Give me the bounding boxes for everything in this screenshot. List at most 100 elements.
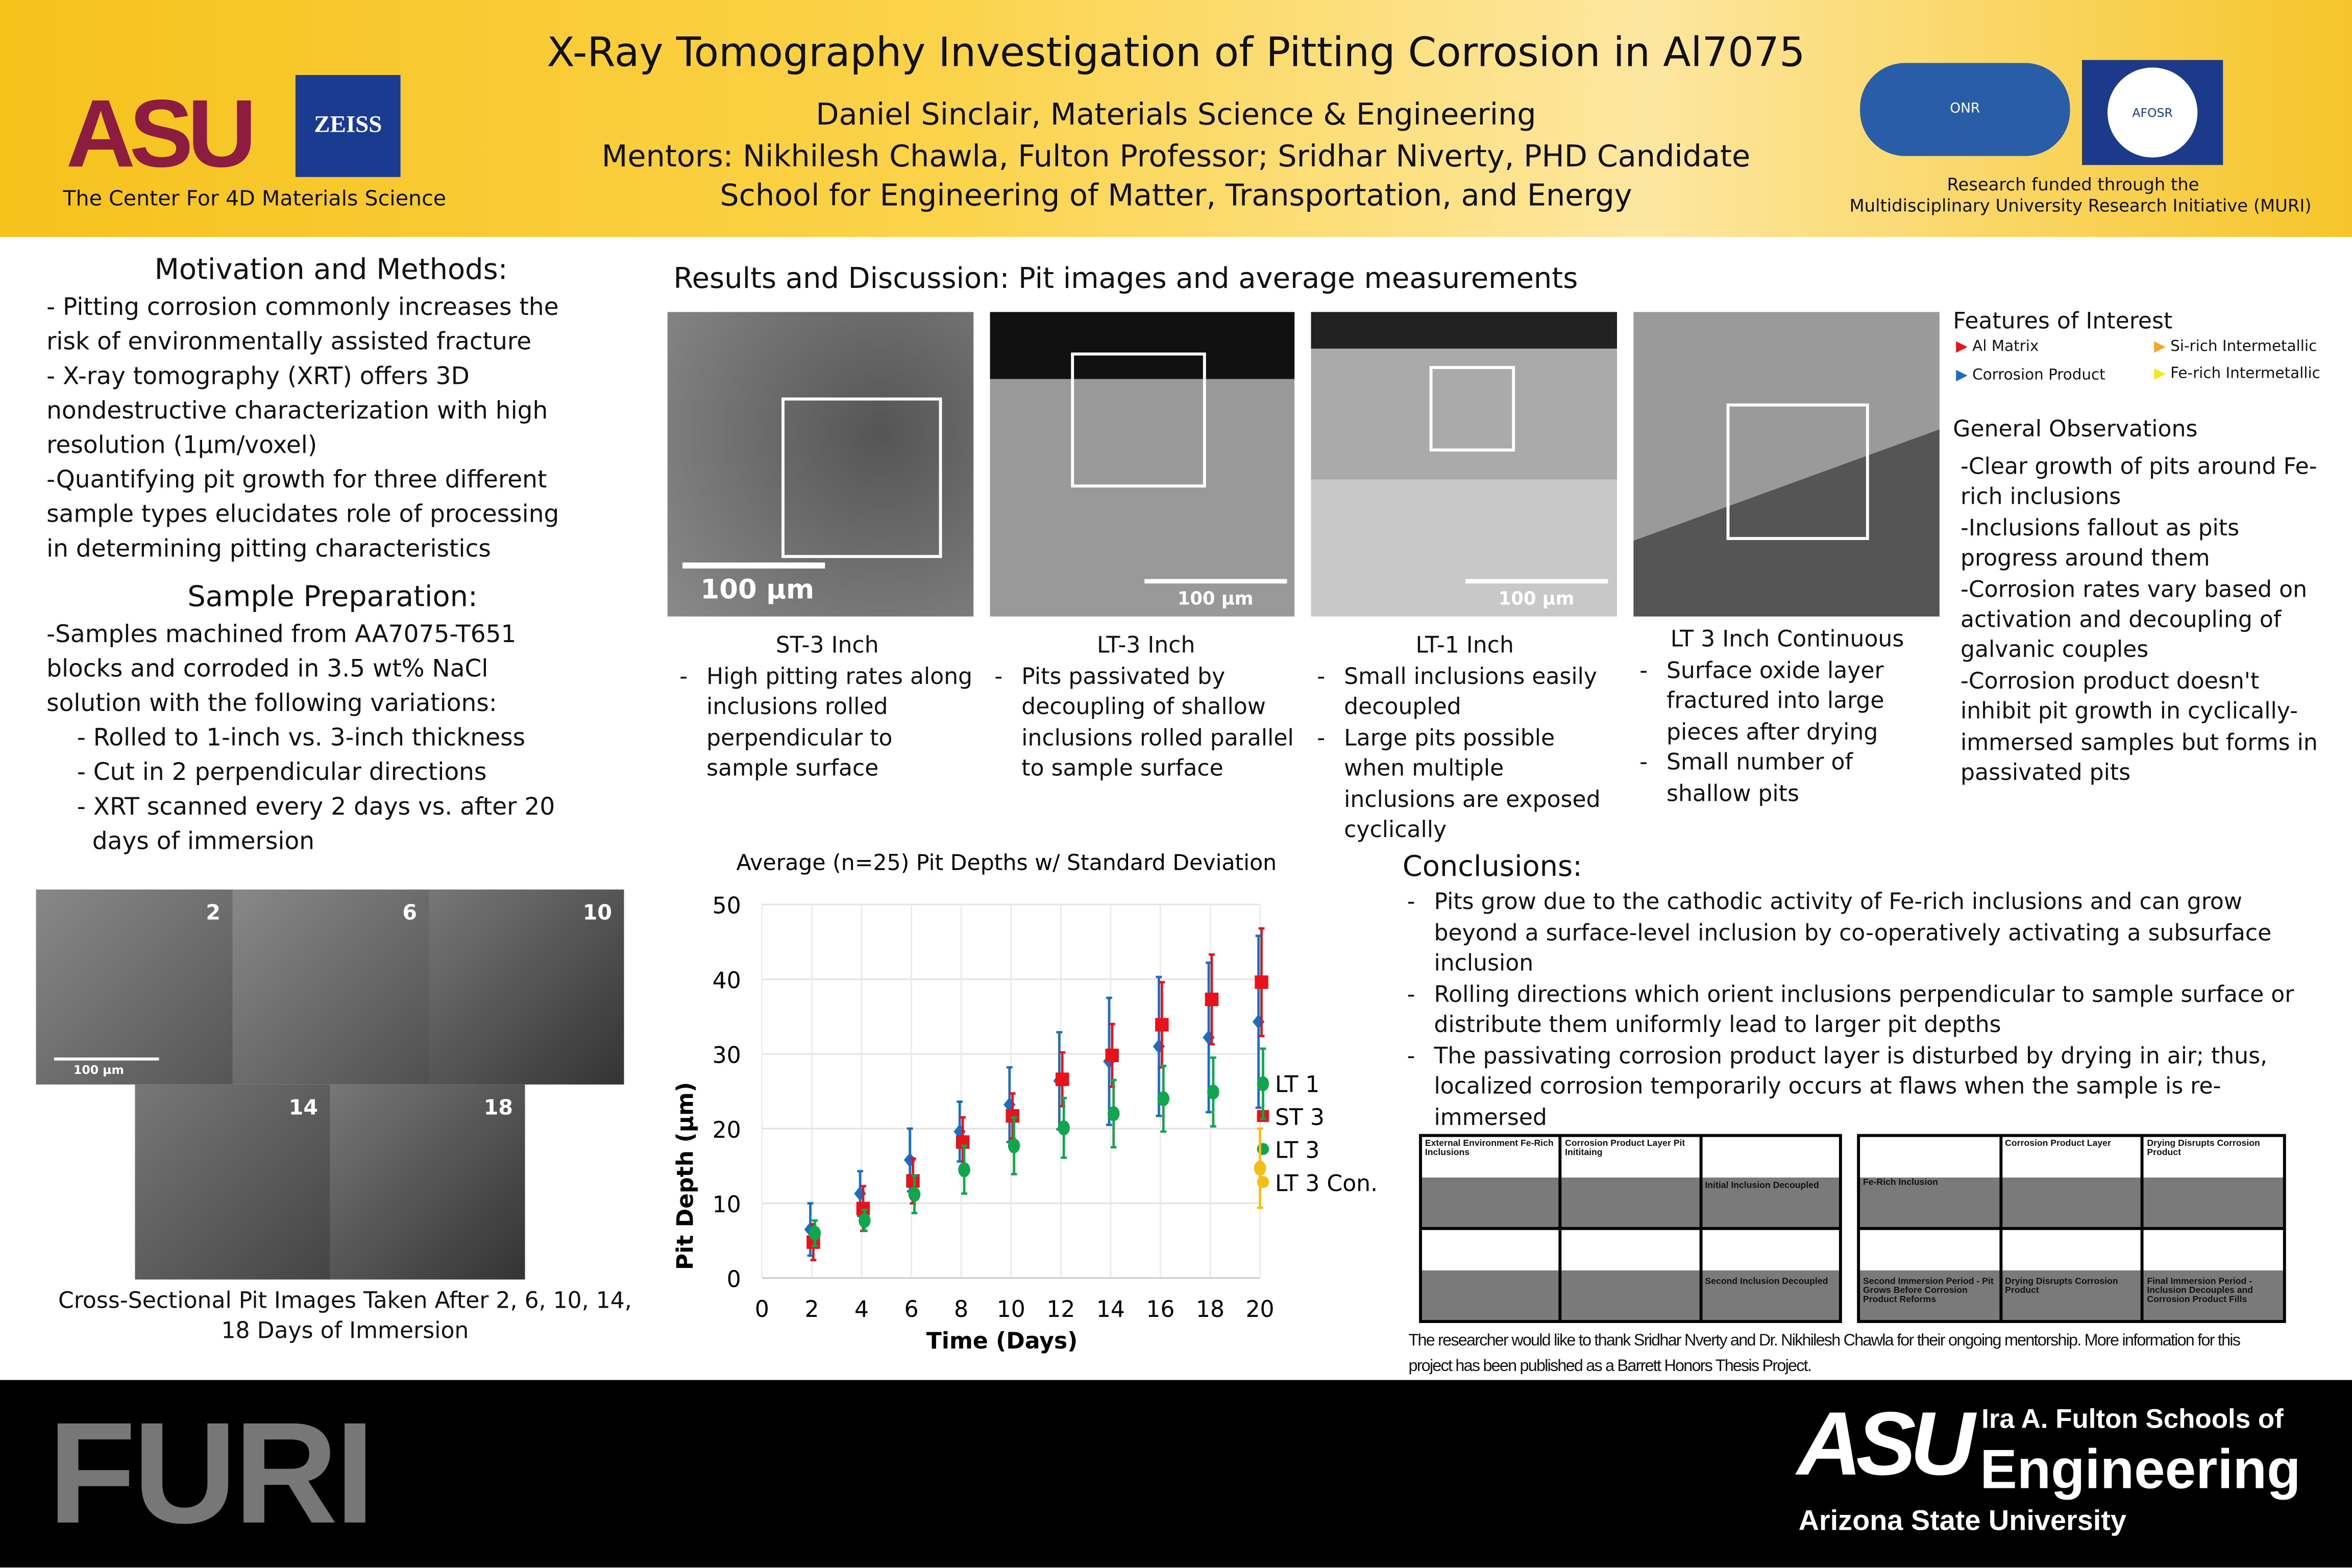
- day-label: 6: [402, 901, 417, 926]
- panel-title: LT-1 Inch: [1415, 631, 1514, 659]
- triangle-icon: ▶: [2154, 366, 2166, 383]
- furi-logo: FURI: [48, 1393, 375, 1554]
- line: sample types elucidates role of processi…: [46, 499, 559, 528]
- zoom-box: [1429, 366, 1515, 452]
- line: progress around them: [1960, 545, 2210, 572]
- motivation-text: - Pitting corrosion commonly increases t…: [46, 289, 559, 566]
- diagram-label: Drying Disrupts Corrosion Product: [2147, 1140, 2260, 1158]
- school: School for Engineering of Matter, Transp…: [720, 177, 1632, 213]
- day-label: 14: [288, 1096, 318, 1121]
- diagram-label: Final Immersion Period - Inclusion Decou…: [2147, 1278, 2253, 1305]
- features-heading: Features of Interest: [1953, 307, 2173, 335]
- x-axis-label: Time (Days): [926, 1328, 1078, 1354]
- data-point: [1008, 1138, 1020, 1154]
- author: Daniel Sinclair, Materials Science & Eng…: [816, 96, 1536, 132]
- line: nondestructive characterization with hig…: [46, 396, 548, 425]
- data-point: [1157, 1091, 1170, 1107]
- line: passivated pits: [1960, 759, 2131, 787]
- data-point: [908, 1187, 921, 1202]
- scale-bar: [1144, 579, 1287, 584]
- conclusions-heading: Conclusions:: [1402, 850, 1582, 884]
- diagram-label: Fe-Rich Inclusion: [1863, 1179, 1938, 1188]
- line: -Inclusions fallout as pits: [1960, 514, 2240, 542]
- data-point: [903, 1152, 916, 1168]
- x-tick-label: 14: [1096, 1296, 1125, 1322]
- diagram-cell: Final Immersion Period - Inclusion Decou…: [2144, 1230, 2283, 1320]
- line: - X-ray tomography (XRT) offers 3D: [46, 361, 470, 390]
- data-point: [808, 1226, 821, 1241]
- motivation-heading: Motivation and Methods:: [154, 253, 508, 287]
- pit-image-lt3-continuous: [1633, 312, 1940, 617]
- triangle-icon: ▶: [1956, 368, 1968, 384]
- zoom-box: [781, 397, 942, 558]
- triangle-icon: ▶: [1956, 339, 1968, 356]
- diagram-label: Second Immersion Period - Pit Grows Befo…: [1863, 1278, 1994, 1305]
- y-tick-label: 40: [713, 968, 741, 994]
- bullet: Small inclusions easily decoupled: [1311, 661, 1618, 722]
- conclusion-item: Pits grow due to the cathodic activity o…: [1401, 887, 2331, 979]
- data-point: [1254, 1161, 1266, 1176]
- footer: FURI ASU Ira A. Fulton Schools of Engine…: [0, 1380, 2352, 1568]
- legend-si-rich: ▶ Si-rich Intermetallic: [2154, 339, 2317, 355]
- panel-caption-lt1: LT-1 InchSmall inclusions easily decoupl…: [1311, 630, 1618, 845]
- diagram-label: Corrosion Product Layer Pit Inititaing: [1565, 1140, 1685, 1158]
- pit-depth-chart: Average (n=25) Pit Depths w/ Standard De…: [673, 850, 1378, 1354]
- triangle-icon: ▶: [2154, 339, 2166, 356]
- data-point: [958, 1162, 970, 1178]
- mentors: Mentors: Nikhilesh Chawla, Fulton Profes…: [601, 138, 1751, 174]
- line: blocks and corroded in 3.5 wt% NaCl: [46, 654, 488, 683]
- funding-line2: Multidisciplinary University Research In…: [1849, 195, 2312, 216]
- legend-corrosion-product: ▶ Corrosion Product: [1956, 368, 2105, 384]
- line: -Clear growth of pits around Fe-: [1960, 453, 2317, 480]
- legend-label: Corrosion Product: [1972, 368, 2105, 384]
- diagram-cell: Corrosion Product Layer: [2002, 1137, 2141, 1227]
- diagram-label: Drying Disrupts Corrosion Product: [2005, 1278, 2118, 1296]
- day-label: 2: [206, 901, 221, 926]
- asu-footer-logo: ASU: [1797, 1393, 1975, 1494]
- scale-bar: [682, 562, 825, 569]
- school-line2: Engineering: [1980, 1438, 2301, 1500]
- bullet: Small number of shallow pits: [1633, 747, 1941, 808]
- zoom-box: [1726, 403, 1869, 540]
- bullet: Pits passivated by decoupling of shallow…: [989, 661, 1304, 784]
- line: -Quantifying pit growth for three differ…: [46, 465, 547, 494]
- diagram-label: Second Inclusion Decoupled: [1705, 1278, 1828, 1287]
- panel-title: LT-3 Inch: [1096, 631, 1195, 659]
- legend-label: Si-rich Intermetallic: [2170, 339, 2317, 356]
- afosr-logo: AFOSR: [2082, 60, 2223, 165]
- results-heading: Results and Discussion: Pit images and a…: [673, 262, 1578, 296]
- data-point: [1058, 1120, 1070, 1136]
- data-point: [1207, 1084, 1219, 1100]
- x-tick-label: 18: [1196, 1296, 1224, 1322]
- x-tick-label: 2: [804, 1296, 819, 1322]
- diagram-label: Initial Inclusion Decoupled: [1705, 1182, 1819, 1191]
- data-point: [856, 1202, 870, 1215]
- x-tick-label: 12: [1046, 1296, 1075, 1322]
- conclusion-item: The passivating corrosion product layer …: [1401, 1040, 2331, 1133]
- line: - Cut in 2 perpendicular directions: [46, 757, 487, 786]
- conclusions-list: Pits grow due to the cathodic activity o…: [1401, 887, 2331, 1133]
- diagram-label: External Environment Fe-Rich Inclusions: [1425, 1140, 1554, 1158]
- prep-text: -Samples machined from AA7075-T651 block…: [46, 617, 555, 858]
- bullet: Surface oxide layer fractured into large…: [1633, 655, 1941, 747]
- observations-heading: General Observations: [1953, 415, 2198, 443]
- y-tick-label: 50: [713, 893, 741, 919]
- diagram-cell: Initial Inclusion Decoupled: [1702, 1137, 1839, 1227]
- diagram-cell: [1422, 1230, 1559, 1320]
- data-point: [1155, 1018, 1169, 1032]
- scale-label: 100 µm: [1498, 588, 1575, 609]
- bullet: Large pits possible when multiple inclus…: [1311, 722, 1618, 845]
- line: inhibit pit growth in cyclically-: [1960, 698, 2298, 725]
- cross-caption-1: Cross-Sectional Pit Images Taken After 2…: [58, 1287, 632, 1314]
- conclusion-item: Rolling directions which orient inclusio…: [1401, 979, 2331, 1040]
- x-tick-label: 4: [854, 1296, 869, 1322]
- legend-label: ST 3: [1275, 1105, 1325, 1131]
- data-point: [1255, 975, 1268, 989]
- data-point: [1105, 1048, 1119, 1062]
- data-point: [1205, 992, 1219, 1007]
- day-label: 18: [483, 1096, 513, 1121]
- diagram-cell: Second Immersion Period - Pit Grows Befo…: [1860, 1230, 1999, 1320]
- y-axis-label: Pit Depth (µm): [673, 1082, 699, 1270]
- scale-bar: [1465, 579, 1608, 584]
